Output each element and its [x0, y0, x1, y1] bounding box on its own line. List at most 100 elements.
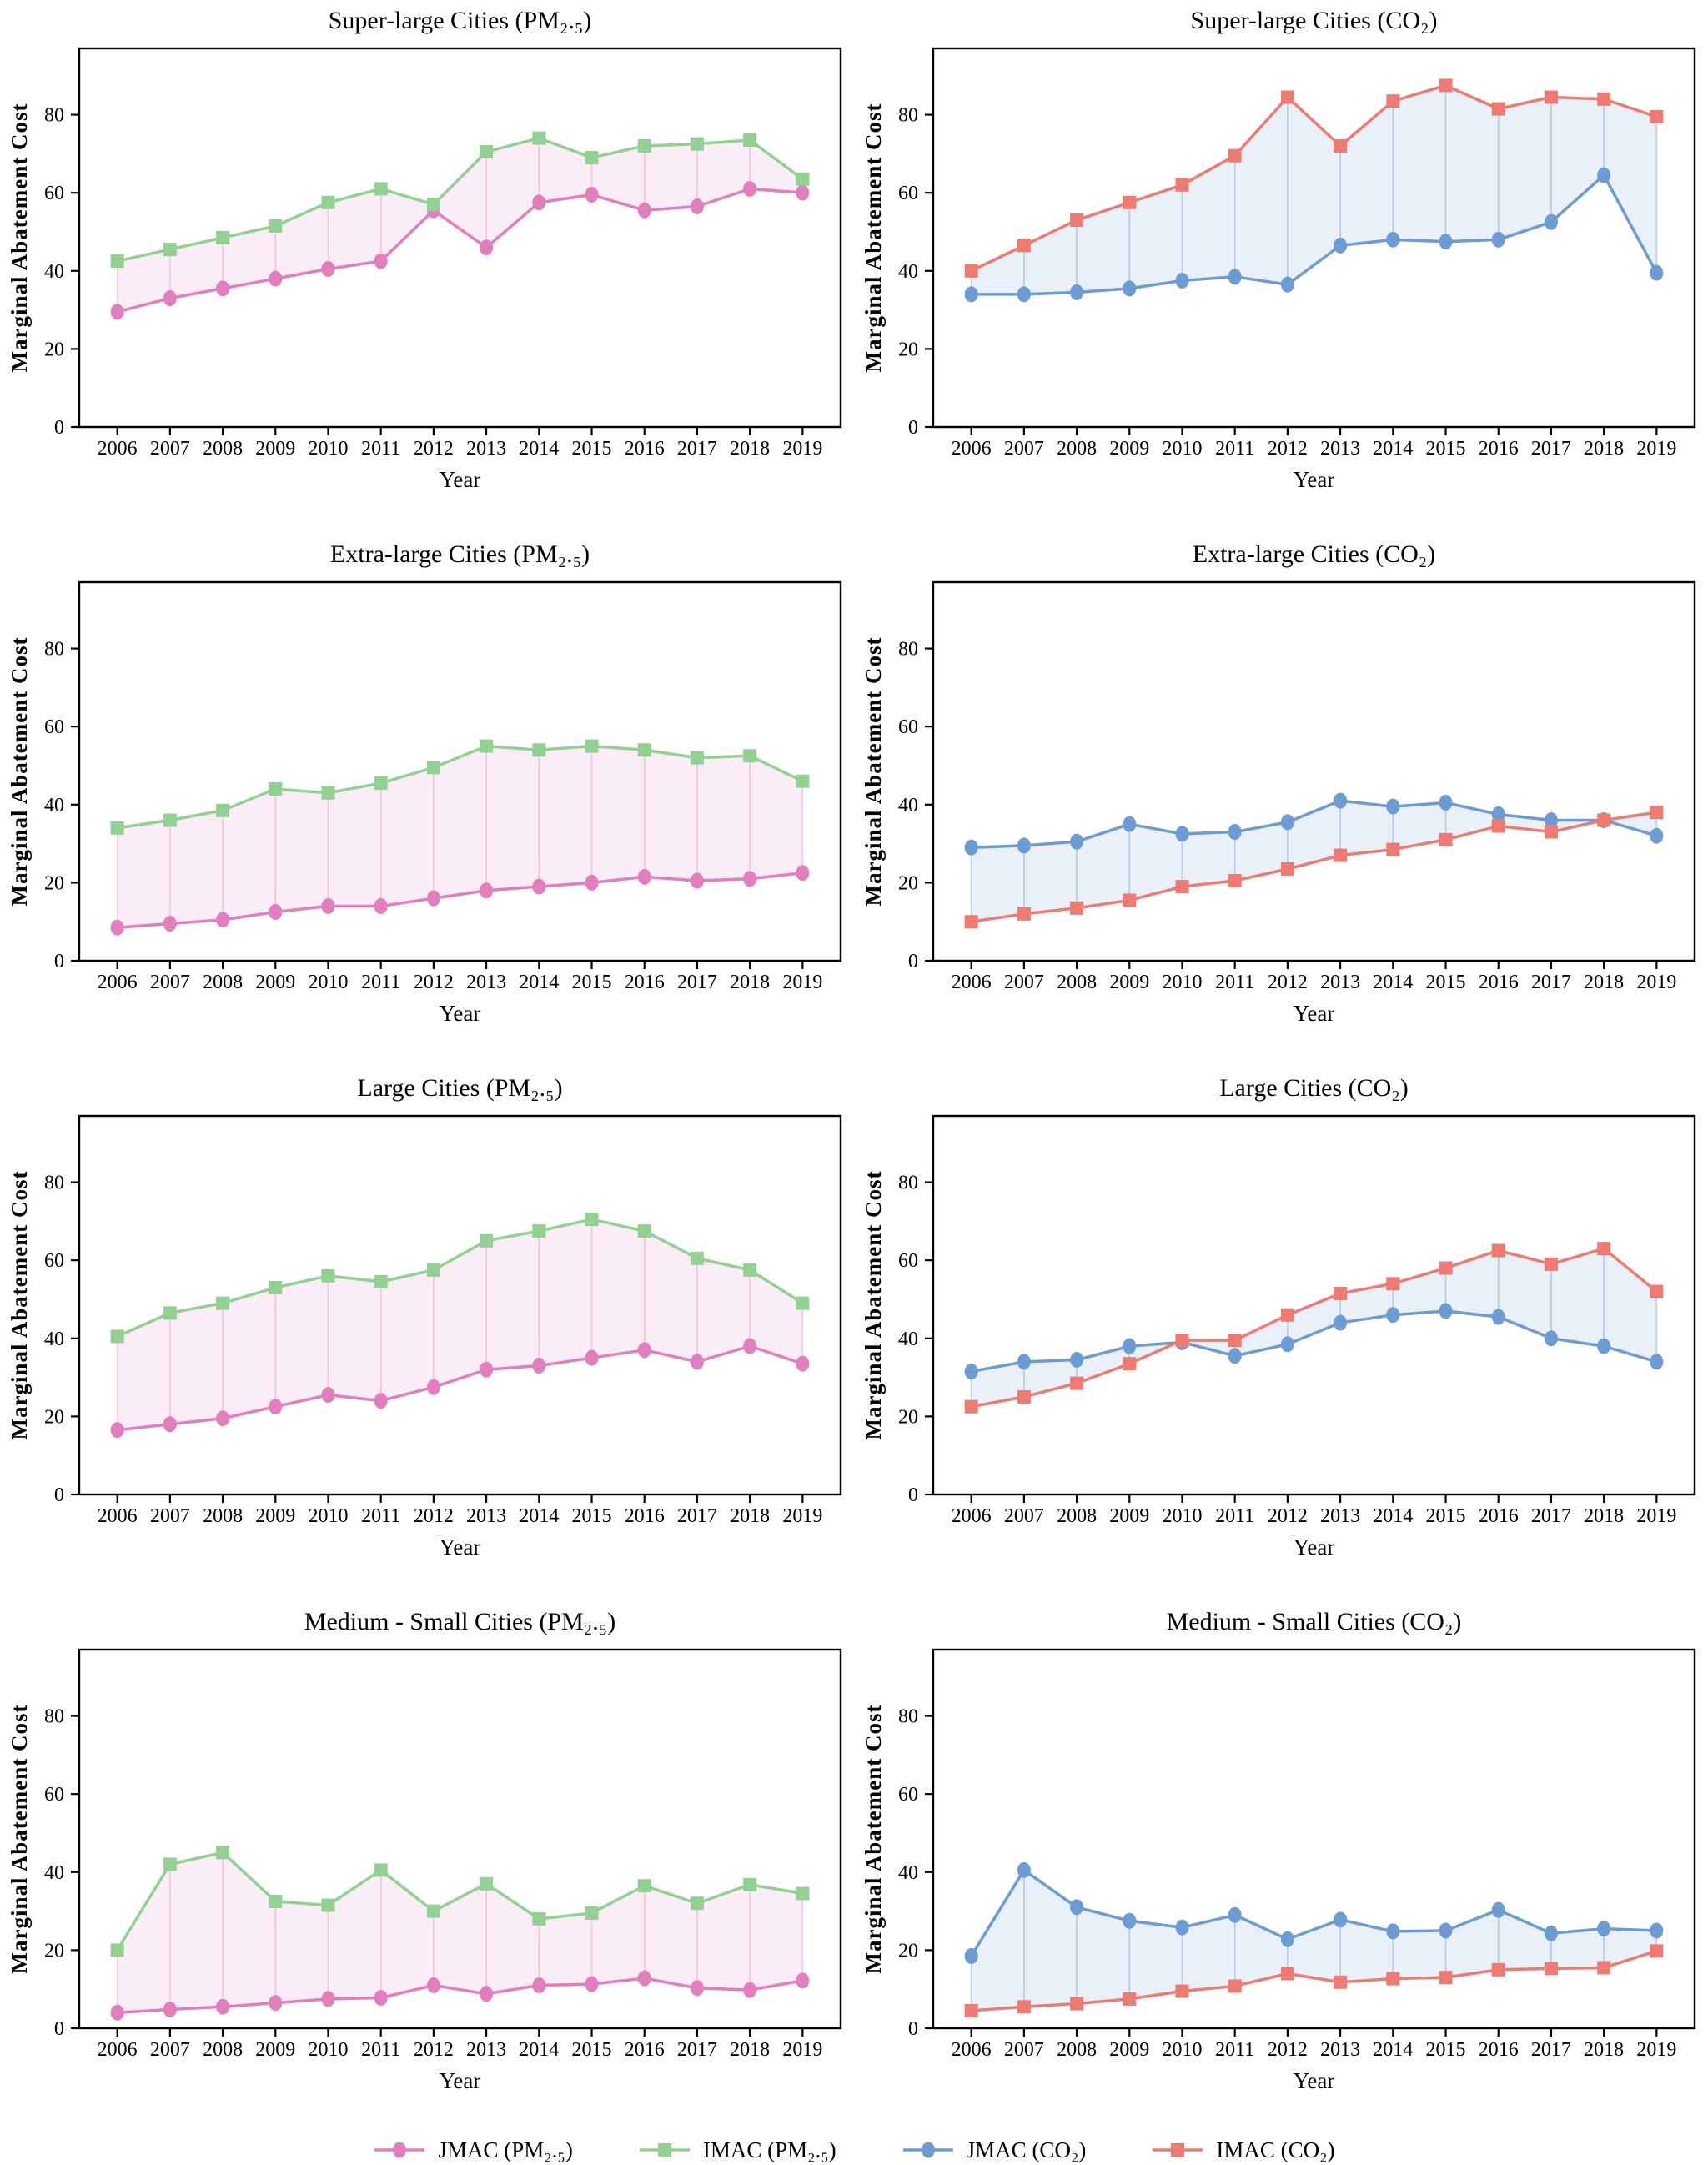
data-point-circle	[796, 184, 810, 201]
y-tick-label: 40	[44, 1862, 64, 1884]
chart-panel-large-co2: Large Cities (CO₂) Marginal Abatement Cos…	[854, 1067, 1708, 1601]
y-tick-label: 40	[44, 261, 64, 283]
data-point-circle	[743, 871, 757, 887]
data-point-square	[1123, 893, 1137, 907]
data-point-square	[585, 739, 599, 753]
data-point-circle	[964, 1364, 978, 1380]
x-tick-label: 2019	[1636, 1505, 1676, 1527]
data-point-circle	[532, 1977, 546, 1994]
data-point-square	[743, 133, 757, 147]
x-tick-label: 2018	[1584, 438, 1624, 460]
x-tick-label: 2019	[1636, 2039, 1676, 2061]
band-fill	[117, 746, 803, 928]
y-tick-label: 60	[898, 1250, 918, 1272]
y-tick-label: 60	[898, 183, 918, 204]
data-point-square	[1070, 213, 1084, 227]
data-point-square	[1175, 178, 1189, 192]
y-tick-label: 0	[54, 417, 64, 439]
y-tick-label: 40	[898, 1862, 918, 1884]
x-tick-label: 2011	[361, 1505, 400, 1527]
data-point-square	[480, 1233, 494, 1248]
data-point-square	[1123, 195, 1137, 209]
x-axis-label: Year	[1294, 2068, 1335, 2093]
x-tick-label: 2006	[952, 972, 992, 993]
x-tick-label: 2008	[203, 2039, 243, 2061]
data-point-square	[1280, 1308, 1294, 1322]
chart-large-co2: Large Cities (CO₂) Marginal Abatement Cos…	[861, 1074, 1696, 1560]
data-point-square	[110, 254, 124, 269]
x-tick-label: 2007	[150, 2039, 190, 2061]
data-point-circle	[321, 1387, 335, 1404]
legend-label: JMAC (PM₂.₅)	[438, 2137, 573, 2162]
band-fill	[971, 1870, 1657, 2011]
data-point-square	[1334, 1975, 1348, 1989]
band-fill	[117, 138, 803, 312]
data-point-square	[1544, 825, 1558, 839]
y-tick-label: 60	[898, 1784, 918, 1806]
series-line	[117, 1344, 803, 1432]
y-tick-label: 0	[908, 2018, 918, 2040]
data-point-circle	[1439, 234, 1453, 250]
x-tick-label: 2009	[255, 438, 295, 460]
x-tick-label: 2012	[414, 2039, 454, 2061]
data-point-square	[426, 198, 440, 212]
data-point-square	[1650, 1284, 1664, 1298]
data-point-square	[1597, 92, 1611, 106]
data-point-square	[163, 1306, 177, 1320]
x-tick-label: 2009	[1109, 972, 1149, 993]
x-tick-label: 2018	[730, 438, 770, 460]
data-point-square	[1280, 90, 1294, 104]
y-axis-label: Marginal Abatement Cost	[7, 103, 32, 373]
x-tick-label: 2017	[1531, 438, 1571, 460]
data-point-circle	[585, 1976, 599, 1992]
x-tick-label: 2006	[98, 2039, 138, 2061]
chart-title: Super-large Cities (CO₂)	[1191, 7, 1438, 34]
data-point-circle	[1491, 1901, 1505, 1918]
data-point-square	[690, 1896, 704, 1911]
legend-label: IMAC (PM₂.₅)	[702, 2137, 836, 2162]
x-tick-label: 2011	[361, 438, 400, 460]
x-tick-label: 2014	[1373, 2039, 1413, 2061]
x-tick-label: 2018	[1584, 2039, 1624, 2061]
data-point-circle	[1439, 1303, 1453, 1319]
data-point-square	[269, 219, 283, 233]
x-tick-label: 2006	[952, 1505, 992, 1527]
x-tick-label: 2012	[1268, 972, 1308, 993]
data-point-square	[964, 915, 978, 929]
y-tick-label: 80	[44, 105, 64, 127]
data-point-circle	[163, 1416, 177, 1433]
x-axis-label: Year	[440, 2068, 481, 2093]
series-line	[971, 1309, 1657, 1374]
x-tick-label: 2014	[1373, 1505, 1413, 1527]
chart-title: Large Cities (CO₂)	[1219, 1074, 1409, 1102]
data-point-circle	[374, 1989, 388, 2006]
x-tick-label: 2007	[1004, 438, 1044, 460]
data-point-square	[321, 1898, 335, 1912]
x-tick-label: 2016	[1479, 438, 1519, 460]
data-point-circle	[743, 1982, 757, 1998]
data-point-square	[796, 1886, 810, 1901]
data-point-circle	[637, 1970, 651, 1987]
x-tick-label: 2019	[782, 1505, 822, 1527]
x-tick-label: 2009	[255, 2039, 295, 2061]
data-point-square	[216, 1846, 230, 1860]
x-tick-label: 2012	[414, 972, 454, 993]
data-point-circle	[1544, 1925, 1558, 1941]
series-line	[971, 173, 1658, 296]
y-tick-label: 60	[44, 1784, 64, 1806]
plot-border	[932, 47, 1696, 429]
x-tick-label: 2013	[466, 438, 506, 460]
chart-super-large-pm25: Super-large Cities (PM₂.₅) Marginal Abate…	[7, 7, 842, 492]
legend: JMAC (PM₂.₅) IMAC (PM₂.₅) JMAC (CO₂) IMA…	[0, 2135, 1708, 2165]
data-point-square	[426, 1263, 440, 1277]
data-point-circle	[1280, 814, 1294, 831]
y-tick-label: 0	[908, 951, 918, 972]
data-point-square	[1597, 813, 1611, 827]
data-point-square	[1650, 806, 1664, 820]
y-tick-label: 20	[898, 339, 918, 360]
x-tick-label: 2013	[466, 972, 506, 993]
data-point-circle	[110, 919, 124, 936]
data-point-square	[1386, 94, 1400, 108]
data-point-square	[1334, 1286, 1348, 1300]
data-point-circle	[1386, 231, 1400, 248]
